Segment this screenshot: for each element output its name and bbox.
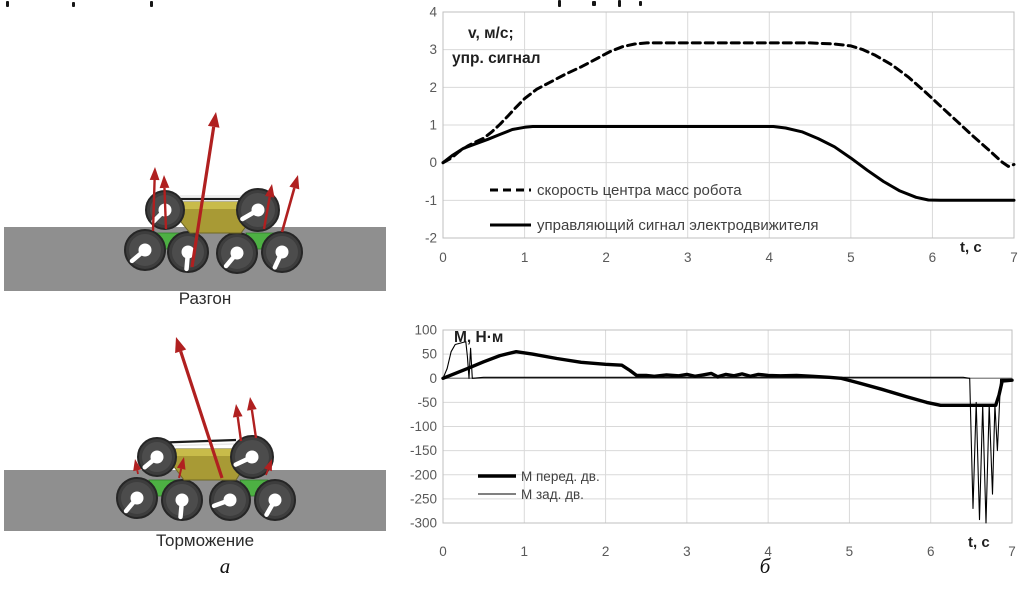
wheel-hub xyxy=(223,493,237,507)
accel-caption: Разгон xyxy=(178,289,232,308)
force-arrow xyxy=(176,457,186,479)
clipped-text-fragment xyxy=(592,1,596,6)
legend-label: скорость центра масс робота xyxy=(537,182,742,199)
x-tick-label: 2 xyxy=(602,250,610,265)
y-tick-label: -2 xyxy=(425,231,437,246)
x-tick-label: 3 xyxy=(684,250,692,265)
force-arrow xyxy=(175,337,224,479)
clipped-text-fragment xyxy=(558,0,561,7)
x-tick-label: 5 xyxy=(846,544,854,559)
x-axis-label: t, c xyxy=(968,534,990,551)
y-tick-label: 3 xyxy=(429,42,437,57)
y-tick-label: 2 xyxy=(429,80,437,95)
robot-body-stripe xyxy=(175,449,243,456)
wheel-hub xyxy=(268,493,282,507)
chart-axis-title: М, Н·м xyxy=(454,329,503,346)
legend-label: М перед. дв. xyxy=(521,469,600,484)
legend-label: М зад. дв. xyxy=(521,487,584,502)
wheel xyxy=(216,232,258,274)
y-tick-label: 0 xyxy=(429,371,437,386)
series-line-1 xyxy=(442,341,1013,524)
y-tick-label: -150 xyxy=(410,443,437,458)
x-tick-label: 7 xyxy=(1008,544,1016,559)
force-arrow xyxy=(159,175,170,230)
clipped-text-fragment xyxy=(150,1,153,7)
y-tick-label: -100 xyxy=(410,419,437,434)
series-line-1 xyxy=(441,125,1016,202)
wheel-hub xyxy=(150,450,164,464)
wheel-hub xyxy=(230,246,244,260)
x-tick-label: 6 xyxy=(927,544,935,559)
force-arrow xyxy=(264,459,272,476)
x-tick-label: 0 xyxy=(439,544,447,559)
force-arrow xyxy=(280,175,300,233)
simulation-panel xyxy=(4,112,386,531)
chart-axis-title: упр. сигнал xyxy=(452,50,541,67)
clipped-text-fragment xyxy=(618,0,621,7)
x-tick-label: 0 xyxy=(439,250,447,265)
panel-a-label: а xyxy=(219,554,231,578)
brake-caption: Торможение xyxy=(155,531,255,550)
x-tick-label: 5 xyxy=(847,250,855,265)
plot-border xyxy=(442,11,1015,239)
legend-label: управляющий сигнал электродвижителя xyxy=(537,217,819,234)
y-tick-label: -300 xyxy=(410,516,437,531)
wheel-hub xyxy=(175,493,189,507)
force-arrow xyxy=(232,404,243,442)
wheel-hub xyxy=(138,243,152,257)
wheel xyxy=(137,437,177,477)
wheel-hub xyxy=(275,245,289,259)
panel-b-label: б xyxy=(759,554,771,578)
wheel xyxy=(261,231,303,273)
y-tick-label: -250 xyxy=(410,491,437,506)
clipped-text-fragment xyxy=(639,1,642,6)
wheel xyxy=(209,479,251,521)
wheel xyxy=(116,477,158,519)
wheel-hub xyxy=(251,203,265,217)
y-tick-label: 0 xyxy=(429,155,437,170)
x-tick-label: 6 xyxy=(929,250,937,265)
wheel xyxy=(124,229,166,271)
x-axis-label: t, c xyxy=(960,239,982,256)
y-tick-label: 4 xyxy=(429,5,437,20)
force-arrow xyxy=(247,397,258,439)
force-arrow xyxy=(262,184,275,230)
wheel-hub xyxy=(181,245,195,259)
wheel xyxy=(167,231,209,273)
force-arrow xyxy=(149,167,160,232)
x-tick-label: 1 xyxy=(521,250,529,265)
y-tick-label: 50 xyxy=(422,347,437,362)
y-tick-label: 100 xyxy=(414,323,437,338)
plot-border xyxy=(442,329,1013,524)
clipped-text-fragment xyxy=(72,2,75,7)
y-tick-label: 1 xyxy=(429,118,437,133)
force-arrow xyxy=(133,459,142,475)
x-tick-label: 2 xyxy=(602,544,610,559)
series-line-0 xyxy=(441,41,1016,168)
x-tick-label: 7 xyxy=(1010,250,1018,265)
wheel-hub xyxy=(245,450,259,464)
y-tick-label: -50 xyxy=(417,395,437,410)
chart-axis-title: v, м/с; xyxy=(468,25,514,42)
wheel xyxy=(230,435,274,479)
x-tick-label: 3 xyxy=(683,544,691,559)
robot-body-stripe xyxy=(178,202,250,209)
wheel xyxy=(254,479,296,521)
x-tick-label: 4 xyxy=(766,250,774,265)
x-tick-label: 4 xyxy=(764,544,772,559)
y-tick-label: -200 xyxy=(410,467,437,482)
wheel-hub xyxy=(130,491,144,505)
y-tick-label: -1 xyxy=(425,193,437,208)
wheel xyxy=(161,479,203,521)
force-arrow xyxy=(190,112,220,268)
torque-chart: 100 50 0 -50 -100 -150 -200 -250 -300 0 1 2 3 4 5 6 7 М, … xyxy=(390,315,1022,577)
x-tick-label: 1 xyxy=(521,544,529,559)
clipped-text-fragment xyxy=(6,1,9,7)
